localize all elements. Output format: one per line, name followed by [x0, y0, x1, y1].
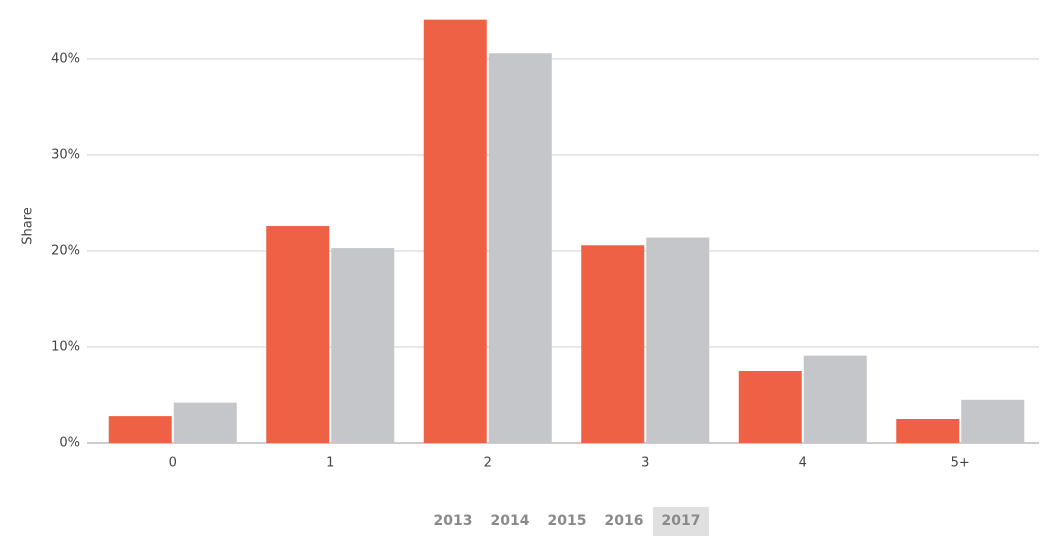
bar — [738, 371, 802, 443]
y-tick-label: 10% — [51, 340, 80, 355]
x-tick-label: 1 — [326, 456, 334, 471]
bar — [803, 355, 867, 443]
y-tick-label: 20% — [51, 244, 80, 259]
x-tick-label: 5+ — [951, 456, 970, 471]
year-button[interactable]: 2016 — [605, 513, 644, 529]
year-button[interactable]: 2015 — [548, 513, 587, 529]
bar — [646, 237, 710, 443]
bar — [266, 226, 330, 443]
y-axis-label: Share — [21, 207, 36, 245]
selected-year-background — [653, 507, 709, 536]
year-button[interactable]: 2017 — [662, 513, 701, 529]
x-tick-label: 0 — [169, 456, 177, 471]
bar — [488, 53, 552, 444]
bar — [423, 19, 487, 443]
y-tick-label: 0% — [59, 436, 80, 451]
bar — [896, 419, 960, 443]
y-tick-label: 40% — [51, 52, 80, 67]
bar — [581, 245, 645, 443]
bar — [108, 416, 172, 443]
x-tick-label: 4 — [799, 456, 807, 471]
year-button[interactable]: 2014 — [491, 513, 530, 529]
bar — [331, 248, 395, 443]
bar — [961, 399, 1025, 443]
year-button[interactable]: 2013 — [434, 513, 473, 529]
x-tick-label: 3 — [641, 456, 649, 471]
x-tick-label: 2 — [484, 456, 492, 471]
y-tick-label: 30% — [51, 148, 80, 163]
bar — [173, 402, 237, 443]
